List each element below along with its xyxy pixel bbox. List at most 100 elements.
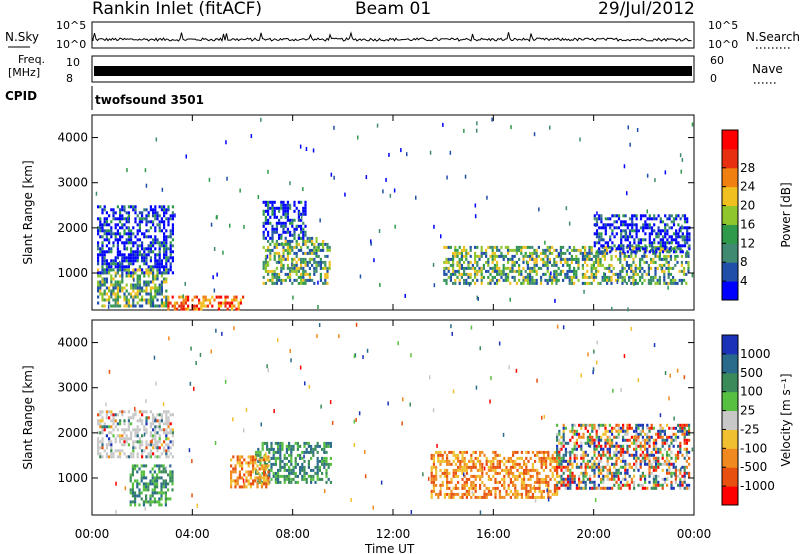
velocity-cell xyxy=(142,464,145,468)
power-cell xyxy=(125,217,128,221)
velocity-cell xyxy=(562,477,565,481)
velocity-cell xyxy=(266,447,269,451)
velocity-cell xyxy=(279,447,282,451)
velocity-cell xyxy=(134,500,137,504)
velocity-cell xyxy=(127,425,130,429)
power-cell xyxy=(675,229,678,233)
velocity-cell xyxy=(154,431,157,435)
power-cell xyxy=(112,298,115,302)
power-cell xyxy=(621,281,624,285)
xtick-label-6: 00:00 xyxy=(677,527,712,541)
power-cell xyxy=(603,272,606,276)
power-cell xyxy=(311,251,314,255)
velocity-cell xyxy=(523,474,526,478)
power-cell xyxy=(178,295,181,299)
power-cell xyxy=(573,281,576,285)
power-cell xyxy=(614,278,617,282)
power-cell xyxy=(670,247,673,251)
velocity-cell xyxy=(547,480,550,484)
velocity-cell xyxy=(252,464,255,468)
power-cell xyxy=(478,266,481,270)
power-cell xyxy=(680,278,683,282)
power-cell xyxy=(584,245,587,249)
velocity-cell xyxy=(573,423,576,427)
velocity-cell xyxy=(657,447,660,451)
velocity-cell xyxy=(670,480,673,484)
power-cell xyxy=(308,236,311,240)
velocity-cell xyxy=(516,474,519,478)
power-cell xyxy=(103,268,106,272)
power-cell xyxy=(597,263,600,267)
power-cell xyxy=(586,263,589,267)
power-cell xyxy=(267,245,270,249)
velocity-cell xyxy=(674,465,677,469)
velocity-cell xyxy=(261,441,264,445)
power-cell xyxy=(672,250,676,254)
power-cell xyxy=(97,274,100,278)
power-cell xyxy=(295,227,298,231)
power-cell xyxy=(204,304,207,308)
power-cell xyxy=(152,295,155,299)
power-cell xyxy=(158,304,161,308)
velocity-cell xyxy=(639,477,642,481)
velocity-cell xyxy=(160,491,163,495)
power-cell xyxy=(132,289,135,293)
velocity-cell xyxy=(236,479,239,483)
power-cell xyxy=(315,239,318,243)
velocity-cell xyxy=(446,459,449,463)
power-cell xyxy=(119,235,122,239)
velocity-cell xyxy=(121,434,124,438)
velocity-cell xyxy=(318,477,321,481)
velocity-speck xyxy=(432,408,435,413)
power-cell xyxy=(273,200,276,204)
power-cell xyxy=(158,283,161,287)
velocity-cell xyxy=(663,441,666,445)
power-cell xyxy=(593,232,596,236)
velocity-cell xyxy=(611,474,614,478)
velocity-cell xyxy=(562,423,565,427)
velocity-speck xyxy=(350,498,352,502)
velocity-cell xyxy=(593,450,596,454)
power-cell xyxy=(623,257,626,261)
velocity-cell xyxy=(164,503,167,507)
velocity-cell xyxy=(149,479,152,483)
velocity-cell xyxy=(154,434,157,438)
velocity-cell xyxy=(238,470,241,474)
power-cell xyxy=(597,281,600,285)
velocity-cell xyxy=(595,429,598,433)
velocity-cell xyxy=(160,488,163,492)
velocity-cell xyxy=(134,434,137,438)
power-cell xyxy=(485,248,488,252)
power-cell xyxy=(278,206,281,210)
velocity-speck xyxy=(353,419,356,424)
velocity-cell xyxy=(617,483,620,487)
power-cell xyxy=(635,226,638,230)
velocity-cell xyxy=(430,495,433,499)
velocity-cell xyxy=(582,459,585,463)
velocity-cell xyxy=(156,455,159,459)
power-cell xyxy=(147,274,150,278)
power-cell xyxy=(631,223,634,227)
velocity-cell xyxy=(325,468,328,472)
velocity-cell xyxy=(432,462,435,466)
velocity-cell xyxy=(279,441,282,445)
power-cell xyxy=(132,208,135,212)
power-cell xyxy=(304,272,307,276)
velocity-cell xyxy=(527,492,530,496)
power-cell xyxy=(97,247,100,251)
velocity-speck xyxy=(630,326,633,331)
power-cell xyxy=(165,244,168,248)
velocity-cell xyxy=(127,410,130,414)
velocity-cell xyxy=(450,480,453,484)
power-cell xyxy=(130,235,133,239)
power-cell xyxy=(160,301,163,305)
velocity-cell xyxy=(105,425,108,429)
power-cell xyxy=(480,275,483,279)
velocity-cell xyxy=(169,470,172,474)
velocity-cell xyxy=(685,486,688,490)
power-cell xyxy=(273,230,276,234)
power-cell xyxy=(458,266,461,270)
velocity-speck xyxy=(189,381,192,386)
velocity-cell xyxy=(683,468,686,472)
power-speck xyxy=(565,206,568,211)
